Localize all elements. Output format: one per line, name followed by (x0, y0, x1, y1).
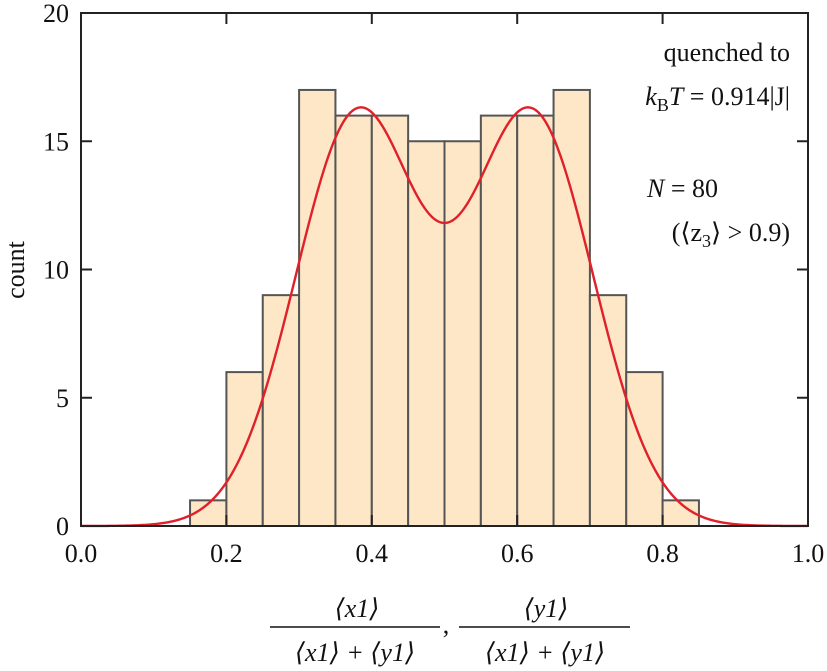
annotation-condition-rest: ⟩ > 0.9) (711, 218, 790, 247)
annotation-quenched: quenched to (664, 38, 790, 67)
x-axis-title: ⟨x1⟩ ⟨x1⟩ + ⟨y1⟩ , ⟨y1⟩ ⟨x1⟩ + ⟨y1⟩ (270, 594, 630, 667)
histogram-bar (334, 114, 373, 527)
y-tick-labels: 0 5 10 15 20 (43, 0, 69, 541)
annotation-z-subscript: 3 (702, 231, 711, 251)
x-tick-label: 0.2 (210, 539, 243, 568)
y-tick-label: 5 (56, 384, 69, 413)
histogram-bar (370, 114, 410, 527)
histogram-bar (443, 140, 482, 527)
x-tick-label: 0.8 (646, 539, 679, 568)
x-tick-label: 0.4 (356, 539, 389, 568)
x-axis-title-denominator-2: ⟨x1⟩ + ⟨y1⟩ (485, 638, 605, 667)
annotation-condition-open: (⟨z (672, 218, 702, 247)
histogram-bars (189, 88, 700, 528)
fit-curve (81, 106, 808, 528)
x-tick-labels: 0.0 0.2 0.4 0.6 0.8 1.0 (65, 539, 825, 568)
histogram-bar (407, 140, 446, 527)
annotation-N-value: = 80 (664, 174, 718, 203)
x-axis-title-separator: , (443, 610, 450, 639)
y-tick-label: 0 (56, 512, 69, 541)
annotation-k: k (645, 82, 657, 111)
annotation-temperature-value: = 0.914|J| (683, 82, 790, 111)
y-axis-title: count (1, 240, 30, 299)
x-axis-title-numerator-1: ⟨x1⟩ (335, 594, 380, 623)
annotation-sample-size: N = 80 (646, 174, 718, 203)
y-tick-label: 10 (43, 256, 69, 285)
annotation-T: T (669, 82, 685, 111)
y-tick-label: 20 (43, 0, 69, 28)
x-tick-label: 0.0 (65, 539, 98, 568)
x-tick-label: 1.0 (792, 539, 825, 568)
histogram-bar (516, 114, 555, 527)
histogram-bar (298, 88, 337, 527)
histogram-bar (479, 114, 519, 527)
annotation-condition: (⟨z3⟩ > 0.9) (672, 218, 790, 251)
x-tick-label: 0.6 (501, 539, 534, 568)
annotation-k-subscript: B (657, 95, 669, 115)
y-tick-label: 15 (43, 127, 69, 156)
axis-ticks (80, 12, 809, 527)
annotation-temperature: kBT = 0.914|J| (645, 82, 790, 115)
x-axis-title-denominator-1: ⟨x1⟩ + ⟨y1⟩ (295, 638, 415, 667)
annotation-N: N (646, 174, 666, 203)
histogram-bar (552, 88, 591, 527)
x-axis-title-numerator-2: ⟨y1⟩ (524, 594, 569, 623)
